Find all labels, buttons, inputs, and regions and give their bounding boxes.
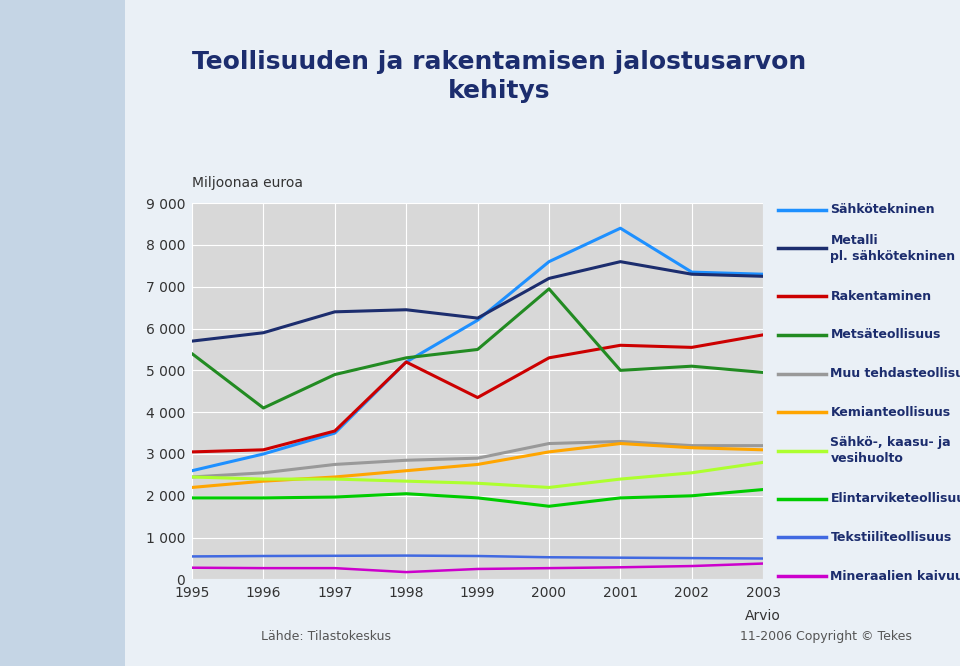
Text: Teollisuuden ja rakentamisen jalostusarvon
kehitys: Teollisuuden ja rakentamisen jalostusarv… — [192, 51, 806, 103]
Text: Tekstiiliteollisuus: Tekstiiliteollisuus — [830, 531, 951, 544]
Text: Arvio: Arvio — [745, 609, 781, 623]
Text: Lähde: Tilastokeskus: Lähde: Tilastokeskus — [261, 629, 392, 643]
Text: Muu tehdasteollisuus: Muu tehdasteollisuus — [830, 367, 960, 380]
Text: vesihuolto: vesihuolto — [830, 452, 903, 466]
Text: 11-2006 Copyright © Tekes: 11-2006 Copyright © Tekes — [740, 629, 912, 643]
Text: Metalli: Metalli — [830, 234, 878, 247]
Text: Elintarviketeollisuus: Elintarviketeollisuus — [830, 492, 960, 505]
Text: Kemianteollisuus: Kemianteollisuus — [830, 406, 950, 419]
Text: Metsäteollisuus: Metsäteollisuus — [830, 328, 941, 342]
Text: Sähkötekninen: Sähkötekninen — [830, 203, 935, 216]
Text: Mineraalien kaivuu: Mineraalien kaivuu — [830, 569, 960, 583]
Text: Sähkö-, kaasu- ja: Sähkö-, kaasu- ja — [830, 436, 951, 450]
Text: Rakentaminen: Rakentaminen — [830, 290, 931, 303]
Text: Miljoonaa euroa: Miljoonaa euroa — [192, 176, 303, 190]
Text: pl. sähkötekninen: pl. sähkötekninen — [830, 250, 955, 263]
